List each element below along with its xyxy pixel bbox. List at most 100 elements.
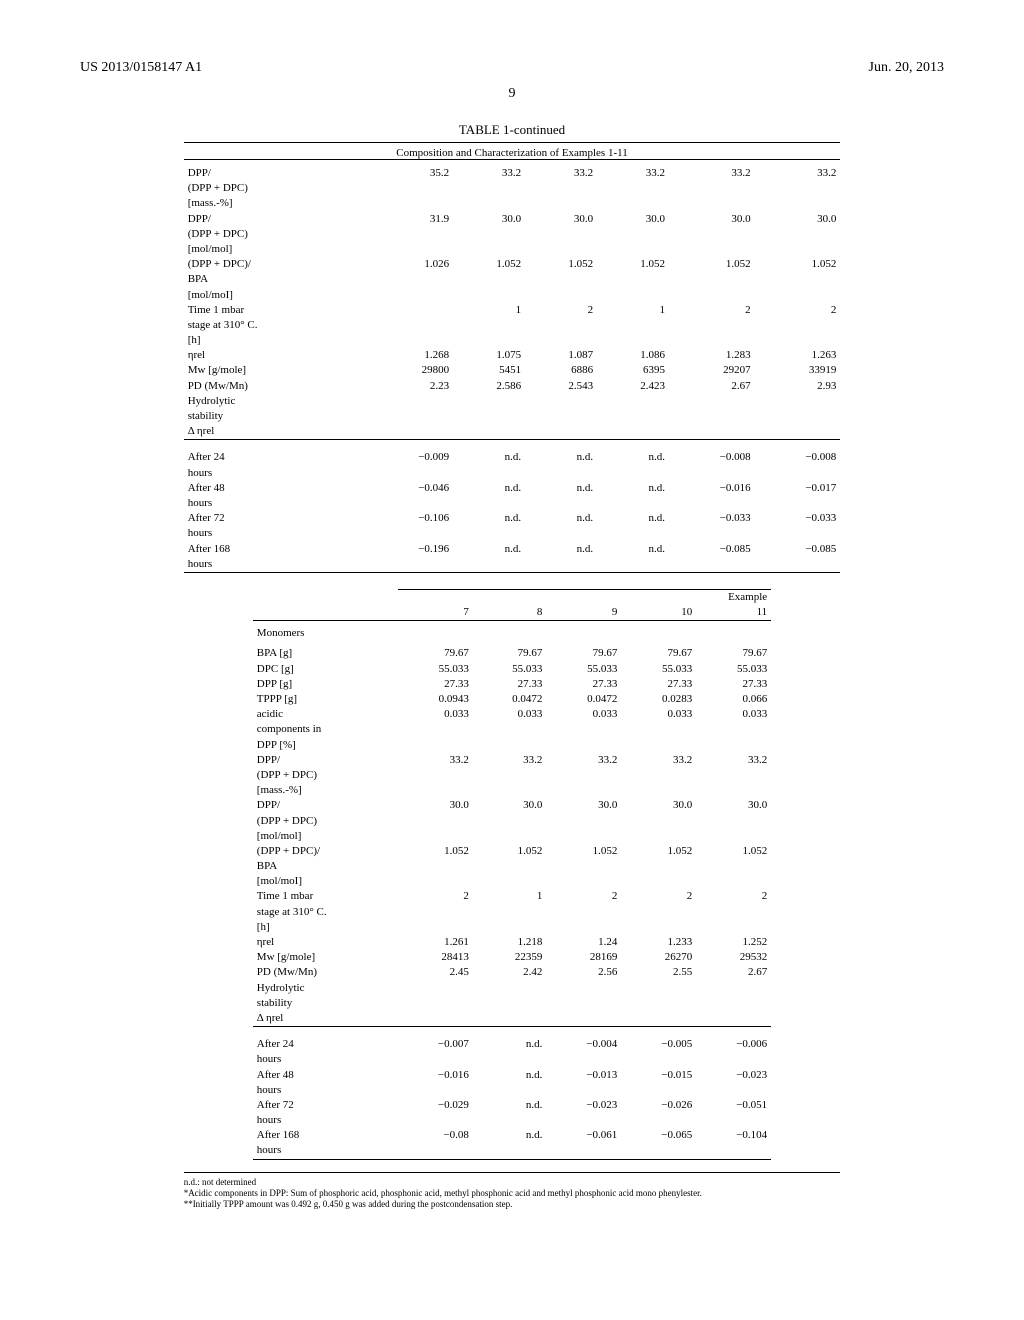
cell (621, 996, 696, 1011)
cell (473, 738, 547, 753)
cell (546, 905, 621, 920)
cell: 30.0 (546, 798, 621, 813)
row-label: After 72 (184, 511, 368, 526)
cell: 55.033 (398, 662, 473, 677)
cell (398, 722, 473, 737)
cell: n.d. (597, 481, 669, 496)
cell (621, 920, 696, 935)
cell: 30.0 (755, 212, 841, 227)
cell (546, 738, 621, 753)
row-label: PD (Mw/Mn) (184, 379, 368, 394)
doc-date: Jun. 20, 2013 (869, 60, 944, 76)
cell: 26270 (621, 950, 696, 965)
cell (696, 1143, 771, 1159)
row-label: hours (253, 1052, 398, 1067)
cell (597, 409, 669, 424)
cell: n.d. (597, 511, 669, 526)
cell (473, 1052, 547, 1067)
cell: n.d. (473, 1037, 547, 1052)
cell: 1.026 (368, 257, 454, 272)
cell: 0.033 (696, 707, 771, 722)
cell: 2.23 (368, 379, 454, 394)
row-label: DPP/ (184, 212, 368, 227)
cell (525, 496, 597, 511)
cell (453, 409, 525, 424)
doc-id: US 2013/0158147 A1 (80, 60, 202, 76)
row-label: [mol/moI] (253, 874, 398, 889)
cell: 30.0 (597, 212, 669, 227)
cell (669, 227, 755, 242)
cell (398, 1083, 473, 1098)
cell (368, 496, 454, 511)
cell (453, 227, 525, 242)
cell (597, 242, 669, 257)
cell: 2.586 (453, 379, 525, 394)
cell (525, 288, 597, 303)
cell (546, 981, 621, 996)
table2-wrap: Example 7891011 Monomers BPA [g]79.6779.… (253, 589, 771, 1162)
row-label: hours (253, 1113, 398, 1128)
cell (621, 1143, 696, 1159)
cell: −0.104 (696, 1128, 771, 1143)
cell (473, 996, 547, 1011)
cell: 1 (453, 303, 525, 318)
cell (696, 981, 771, 996)
cell (398, 768, 473, 783)
cell: n.d. (525, 481, 597, 496)
cell: 2 (525, 303, 597, 318)
row-label: After 48 (253, 1068, 398, 1083)
cell (398, 920, 473, 935)
cell (621, 1011, 696, 1027)
row-label: Mw [g/mole] (253, 950, 398, 965)
cell: −0.051 (696, 1098, 771, 1113)
row-label: [mol/mol] (253, 829, 398, 844)
cell (453, 333, 525, 348)
cell (696, 1113, 771, 1128)
cell (621, 874, 696, 889)
row-label: After 72 (253, 1098, 398, 1113)
cell (669, 557, 755, 573)
cell: 55.033 (696, 662, 771, 677)
cell (669, 409, 755, 424)
cell (696, 768, 771, 783)
row-label: ηrel (253, 935, 398, 950)
cell: 2.423 (597, 379, 669, 394)
cell: 29800 (368, 363, 454, 378)
cell (755, 424, 841, 440)
cell: −0.026 (621, 1098, 696, 1113)
cell (525, 181, 597, 196)
cell: 33.2 (696, 753, 771, 768)
cell: n.d. (597, 450, 669, 465)
row-label: BPA (253, 859, 398, 874)
cell (696, 783, 771, 798)
cell: 79.67 (473, 646, 547, 661)
cell (368, 303, 454, 318)
cell (597, 272, 669, 287)
cell (755, 557, 841, 573)
cell: 33.2 (473, 753, 547, 768)
cell: 28413 (398, 950, 473, 965)
row-label: Time 1 mbar (184, 303, 368, 318)
cell: 33.2 (669, 166, 755, 181)
row-label: acidic (253, 707, 398, 722)
cell (453, 196, 525, 211)
cell (755, 409, 841, 424)
cell (669, 196, 755, 211)
cell: 0.033 (473, 707, 547, 722)
cell (696, 874, 771, 889)
cell: 1.052 (546, 844, 621, 859)
row-label: [h] (184, 333, 368, 348)
cell: n.d. (473, 1098, 547, 1113)
col-head: 9 (546, 605, 621, 621)
page-header: US 2013/0158147 A1 Jun. 20, 2013 (80, 60, 944, 76)
row-label: ηrel (184, 348, 368, 363)
cell (525, 272, 597, 287)
cell: 0.0943 (398, 692, 473, 707)
cell (473, 722, 547, 737)
cell (669, 272, 755, 287)
cell: 2 (696, 889, 771, 904)
cell (755, 466, 841, 481)
cell (755, 288, 841, 303)
cell (473, 768, 547, 783)
cell (621, 1083, 696, 1098)
